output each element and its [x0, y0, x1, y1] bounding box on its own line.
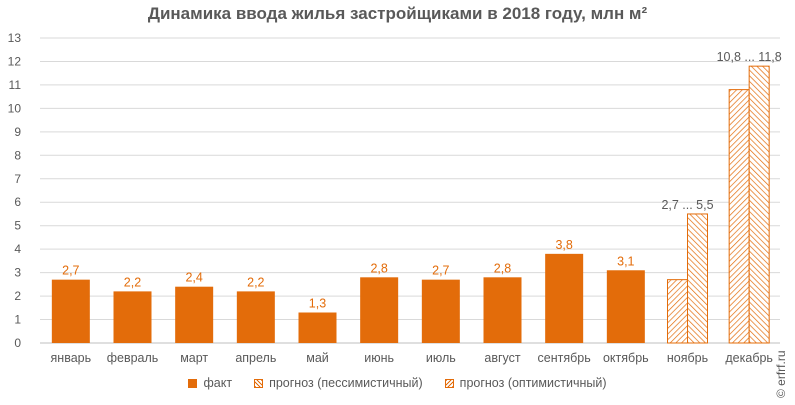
bar-forecast-optimistic [748, 65, 770, 344]
bar-fact [298, 312, 337, 343]
bar-fact [545, 253, 584, 343]
y-tick-label: 9 [14, 125, 21, 139]
x-tick-label: январь [51, 351, 92, 365]
legend-label-optimistic: прогноз (оптимистичный) [459, 376, 607, 390]
x-tick-label: сентябрь [538, 351, 591, 365]
bar-forecast-optimistic [687, 213, 708, 344]
y-tick-label: 0 [14, 336, 21, 350]
x-tick-label: ноябрь [667, 351, 708, 365]
legend: факт прогноз (пессимистичный) прогноз (о… [0, 376, 795, 390]
x-tick-label: февраль [107, 351, 159, 365]
x-tick-label: июнь [364, 351, 394, 365]
legend-key-pessimistic [254, 378, 264, 388]
gridlines [40, 37, 780, 344]
bar-forecast-pessimistic [728, 89, 750, 344]
y-tick-label: 4 [14, 242, 21, 256]
y-tick-label: 11 [9, 78, 22, 92]
legend-item-pessimistic: прогноз (пессимистичный) [254, 376, 423, 390]
y-tick-label: 8 [14, 148, 21, 162]
y-tick-label: 6 [14, 195, 21, 209]
y-tick-label: 12 [8, 54, 22, 68]
y-tick-label: 7 [14, 172, 21, 186]
legend-label-fact: факт [203, 376, 233, 390]
data-label: 2,7 [62, 264, 79, 278]
legend-key-fact [188, 378, 198, 388]
y-tick-label: 1 [14, 313, 21, 327]
x-tick-label: июль [426, 351, 456, 365]
bar-fact [236, 291, 275, 343]
bars [51, 65, 770, 344]
chart-title: Динамика ввода жилья застройщиками в 201… [147, 4, 648, 23]
bar-fact [360, 277, 399, 343]
watermark: © erfrf.ru [774, 350, 788, 398]
x-tick-label: декабрь [725, 351, 773, 365]
range-label: 10,8 ... 11,8 [717, 50, 782, 64]
x-tick-label: апрель [235, 351, 276, 365]
y-tick-label: 3 [14, 266, 21, 280]
range-label: 2,7 ... 5,5 [661, 198, 713, 212]
x-tick-label: август [484, 351, 521, 365]
bar-fact [421, 279, 460, 343]
bar-forecast-pessimistic [667, 279, 688, 344]
y-tick-label: 13 [8, 31, 22, 45]
data-label: 2,8 [494, 261, 511, 275]
data-label: 2,7 [432, 264, 449, 278]
data-label: 2,2 [124, 275, 141, 289]
bar-fact [51, 279, 90, 343]
y-tick-label: 10 [8, 101, 22, 115]
x-tick-label: март [180, 351, 208, 365]
x-tick-label: октябрь [603, 351, 649, 365]
data-label: 2,2 [247, 275, 264, 289]
x-axis-ticks: январь февраль март апрель май июнь июль август… [51, 351, 773, 365]
bar-fact [175, 286, 214, 343]
data-label: 2,4 [185, 271, 202, 285]
data-labels: 2,7 2,2 2,4 2,2 1,3 2,8 2,7 2,8 3,8 3,1 2,7 ... 5,… [62, 50, 782, 310]
legend-item-optimistic: прогноз (оптимистичный) [444, 376, 607, 390]
legend-item-fact: факт [188, 376, 232, 390]
data-label: 3,8 [555, 238, 572, 252]
bar-fact [483, 277, 522, 343]
data-label: 3,1 [617, 254, 634, 268]
data-label: 1,3 [309, 297, 326, 311]
y-tick-label: 5 [14, 219, 21, 233]
x-tick-label: май [306, 351, 329, 365]
legend-key-optimistic [444, 378, 454, 388]
bar-fact [606, 270, 645, 343]
bar-fact [113, 291, 152, 343]
y-tick-label: 2 [14, 289, 21, 303]
data-label: 2,8 [370, 261, 387, 275]
legend-label-pessimistic: прогноз (пессимистичный) [269, 376, 423, 390]
